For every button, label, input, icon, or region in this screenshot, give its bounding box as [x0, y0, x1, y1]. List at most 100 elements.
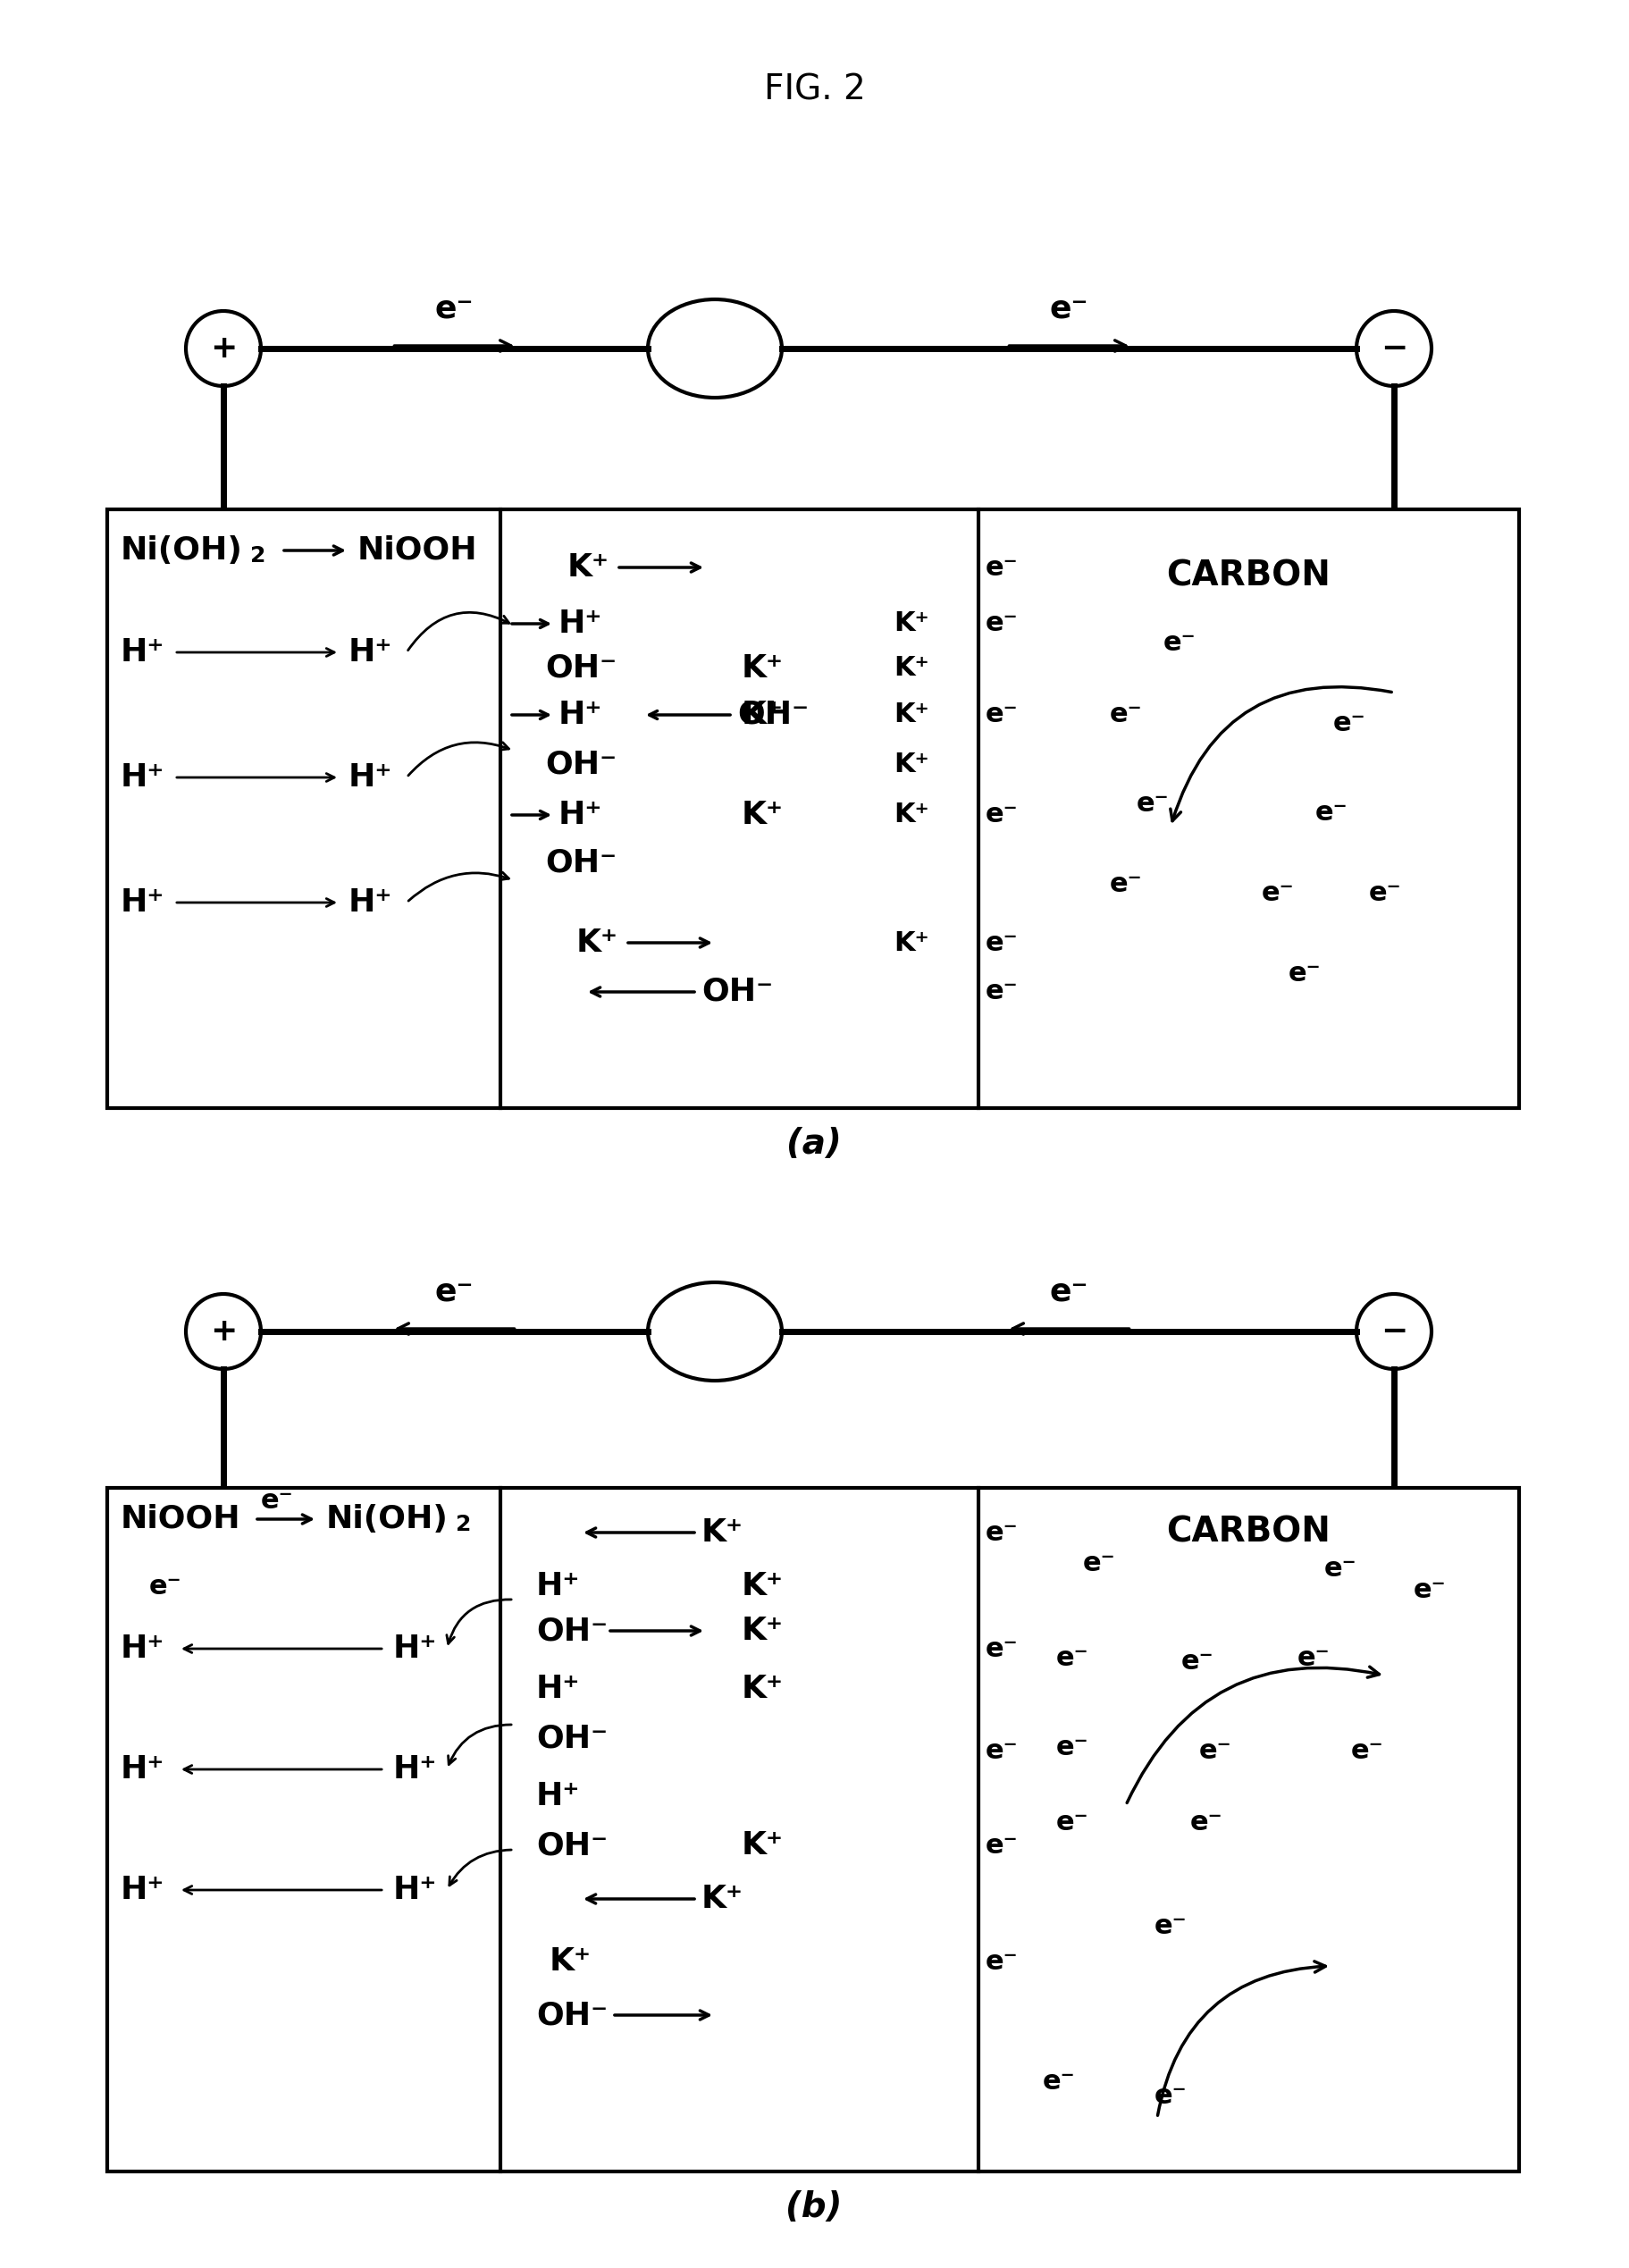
Text: +: +	[210, 1315, 236, 1347]
Text: H⁺: H⁺	[536, 1572, 580, 1601]
Text: H⁺: H⁺	[536, 1674, 580, 1703]
Text: K⁺: K⁺	[702, 1517, 743, 1547]
Text: e⁻: e⁻	[1109, 871, 1142, 898]
Text: OH⁻: OH⁻	[536, 1615, 608, 1647]
Text: e⁻: e⁻	[986, 1520, 1018, 1545]
Text: Ni(OH): Ni(OH)	[326, 1504, 448, 1535]
Text: K⁺: K⁺	[894, 930, 929, 955]
Text: e⁻: e⁻	[1056, 1735, 1088, 1760]
Text: e⁻: e⁻	[1181, 1649, 1214, 1676]
Text: K⁺: K⁺	[741, 1830, 784, 1860]
Text: NiOOH: NiOOH	[121, 1504, 241, 1535]
Bar	[108, 1488, 1520, 2170]
Text: e⁻: e⁻	[1083, 1551, 1116, 1576]
Text: e⁻: e⁻	[1297, 1644, 1329, 1672]
Text: H⁺: H⁺	[349, 637, 393, 667]
Text: e⁻: e⁻	[1261, 880, 1293, 907]
Bar	[108, 510, 1520, 1109]
Text: e⁻: e⁻	[986, 553, 1018, 581]
Text: e⁻: e⁻	[986, 1740, 1018, 1765]
Text: K⁺: K⁺	[894, 610, 929, 637]
Text: H⁺: H⁺	[121, 637, 165, 667]
Text: H⁺: H⁺	[393, 1633, 437, 1665]
Text: e⁻: e⁻	[1043, 2068, 1075, 2096]
Text: K⁺: K⁺	[894, 751, 929, 778]
Text: K⁺: K⁺	[894, 803, 929, 828]
Text: H⁺: H⁺	[121, 887, 165, 919]
Text: e⁻: e⁻	[1137, 792, 1170, 816]
Text: e⁻: e⁻	[1056, 1810, 1088, 1835]
Text: e⁻: e⁻	[986, 980, 1018, 1005]
Text: H⁺: H⁺	[121, 762, 165, 792]
Text: H⁺: H⁺	[121, 1753, 165, 1785]
Text: (a): (a)	[787, 1127, 842, 1161]
Text: K⁺: K⁺	[741, 653, 784, 683]
Text: e⁻: e⁻	[1350, 1740, 1383, 1765]
Text: e⁻: e⁻	[1333, 710, 1365, 737]
Text: K⁺: K⁺	[741, 1674, 784, 1703]
Text: OH⁻: OH⁻	[546, 748, 617, 780]
Text: OH⁻: OH⁻	[536, 1830, 608, 1860]
Text: K⁺: K⁺	[577, 928, 619, 957]
Text: NiOOH: NiOOH	[357, 535, 477, 565]
Text: OH⁻: OH⁻	[702, 978, 774, 1007]
Text: +: +	[210, 333, 236, 363]
Text: H⁺: H⁺	[559, 701, 603, 730]
Text: CARBON: CARBON	[1166, 560, 1331, 594]
Text: H⁺: H⁺	[559, 801, 603, 830]
Text: e⁻: e⁻	[435, 1277, 474, 1306]
Text: H⁺: H⁺	[536, 1780, 580, 1812]
Text: e⁻: e⁻	[1324, 1556, 1357, 1581]
Text: e⁻: e⁻	[986, 1948, 1018, 1975]
Text: e⁻: e⁻	[1368, 880, 1401, 907]
Text: e⁻: e⁻	[986, 701, 1018, 728]
Text: e⁻: e⁻	[148, 1574, 182, 1599]
Text: e⁻: e⁻	[261, 1488, 293, 1515]
Text: e⁻: e⁻	[1155, 1912, 1188, 1939]
Text: H⁺: H⁺	[349, 762, 393, 792]
Text: OH⁻: OH⁻	[536, 1724, 608, 1753]
Text: H⁺: H⁺	[349, 887, 393, 919]
Text: K⁺: K⁺	[894, 655, 929, 680]
Text: e⁻: e⁻	[1414, 1579, 1447, 1603]
Text: H⁺: H⁺	[559, 608, 603, 640]
Text: e⁻: e⁻	[1049, 293, 1088, 324]
Text: e⁻: e⁻	[1163, 631, 1196, 655]
Text: e⁻: e⁻	[1315, 801, 1347, 826]
Text: OH⁻: OH⁻	[546, 653, 617, 683]
Text: e⁻: e⁻	[435, 293, 474, 324]
Text: e⁻: e⁻	[1109, 701, 1142, 728]
Text: H⁺: H⁺	[121, 1633, 165, 1665]
Text: OH⁻: OH⁻	[738, 701, 810, 730]
Text: K⁺: K⁺	[702, 1885, 743, 1914]
Text: K⁺: K⁺	[741, 1572, 784, 1601]
Text: 2: 2	[251, 544, 266, 567]
Text: H⁺: H⁺	[393, 1876, 437, 1905]
Text: FIG. 2: FIG. 2	[764, 73, 865, 107]
Text: e⁻: e⁻	[986, 610, 1018, 637]
Text: K⁺: K⁺	[894, 701, 929, 728]
Text: OH⁻: OH⁻	[536, 2000, 608, 2030]
Text: K⁺: K⁺	[741, 701, 784, 730]
Text: −: −	[1380, 333, 1407, 363]
Text: e⁻: e⁻	[1199, 1740, 1232, 1765]
Text: K⁺: K⁺	[741, 1615, 784, 1647]
Text: e⁻: e⁻	[1056, 1644, 1088, 1672]
Text: Ni(OH): Ni(OH)	[121, 535, 243, 565]
Text: e⁻: e⁻	[986, 1833, 1018, 1857]
Text: e⁻: e⁻	[1189, 1810, 1223, 1835]
Text: e⁻: e⁻	[1049, 1277, 1088, 1306]
Text: OH⁻: OH⁻	[546, 848, 617, 878]
Text: K⁺: K⁺	[567, 551, 609, 583]
Text: CARBON: CARBON	[1166, 1515, 1331, 1549]
Text: −: −	[1380, 1315, 1407, 1347]
Text: H⁺: H⁺	[121, 1876, 165, 1905]
Text: K⁺: K⁺	[741, 801, 784, 830]
Text: (b): (b)	[785, 2191, 842, 2225]
Text: e⁻: e⁻	[986, 803, 1018, 828]
Text: H⁺: H⁺	[393, 1753, 437, 1785]
Text: K⁺: K⁺	[549, 1946, 591, 1978]
Text: e⁻: e⁻	[986, 1635, 1018, 1662]
Text: e⁻: e⁻	[986, 930, 1018, 955]
Text: e⁻: e⁻	[1155, 2082, 1188, 2109]
